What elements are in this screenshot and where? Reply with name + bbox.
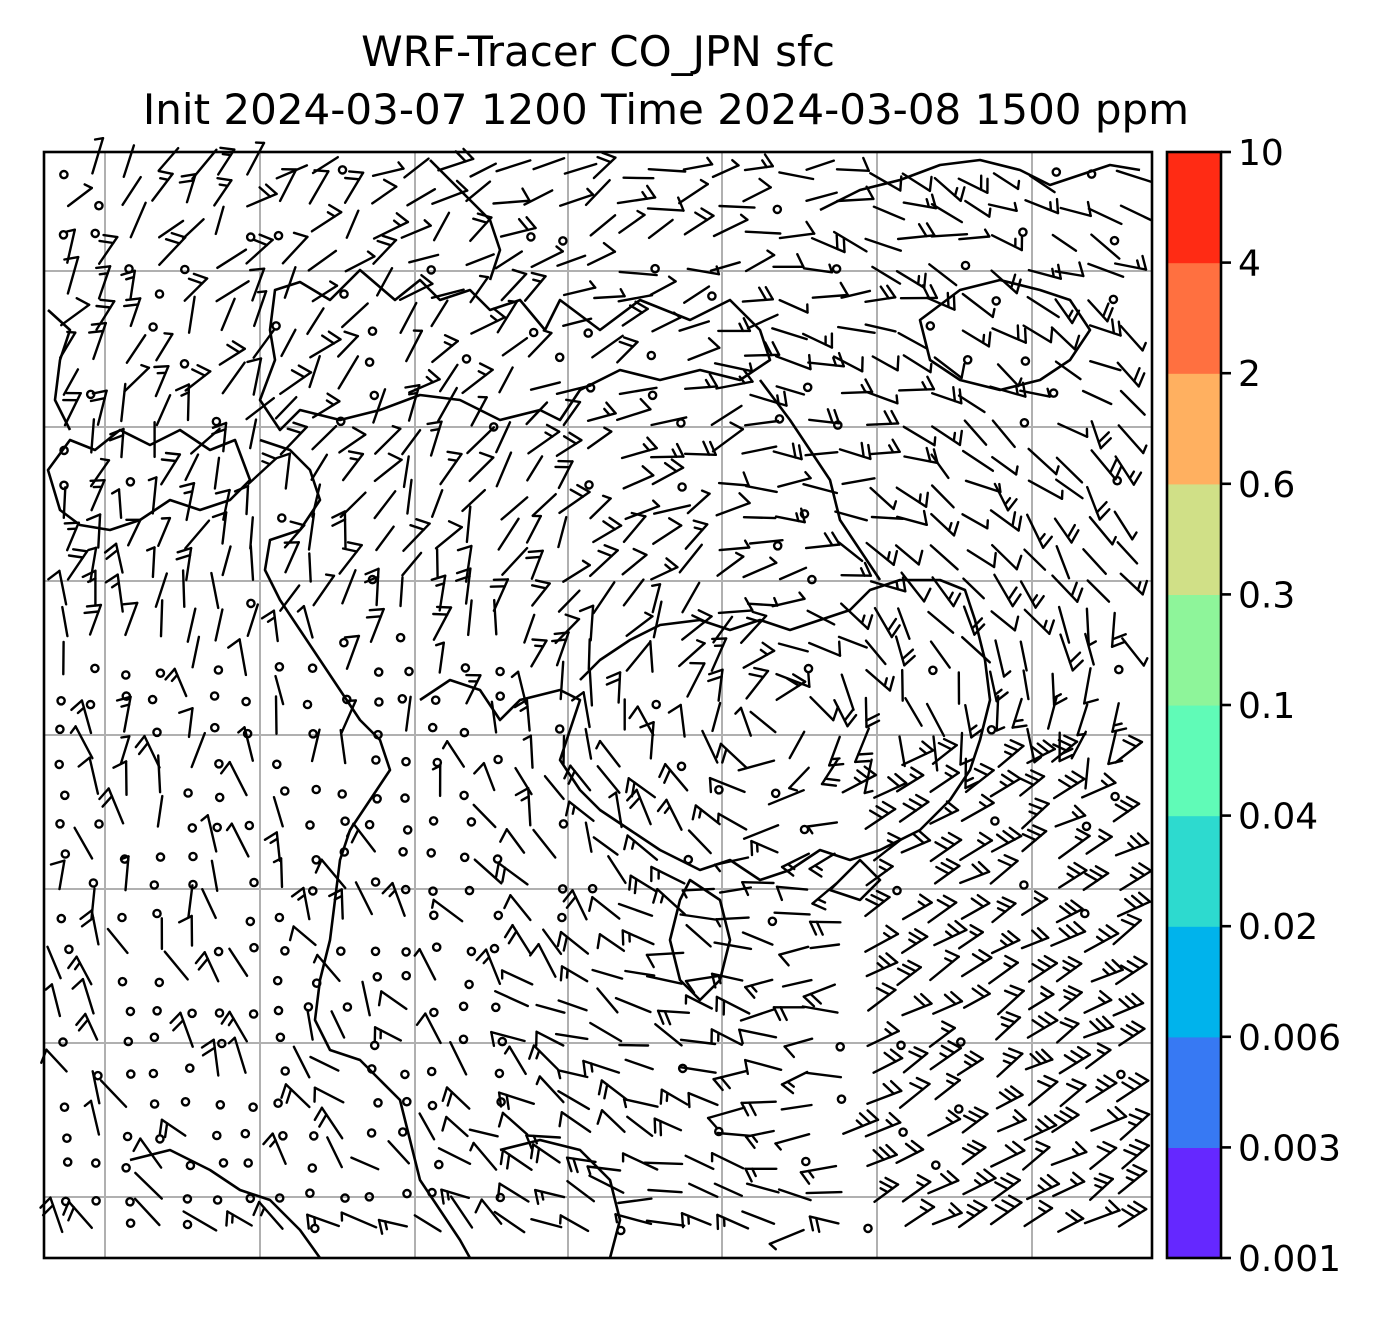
wind-barb (183, 570, 184, 606)
colorbar-tick-label: 0.04 (1238, 797, 1318, 838)
wind-barb (744, 517, 775, 518)
wind-barb (902, 670, 903, 701)
colorbar-segment (1167, 152, 1221, 263)
colorbar-segment (1167, 1037, 1221, 1148)
colorbar-tick-label: 0.001 (1238, 1239, 1341, 1280)
wind-barb (589, 639, 590, 669)
map-panel (41, 138, 1153, 1258)
wind-barb (437, 549, 438, 577)
colorbar-tick-label: 2 (1238, 354, 1261, 395)
plot-title-line1: WRF-Tracer CO_JPN sfc (361, 27, 835, 76)
colorbar-tick-label: 0.3 (1238, 575, 1295, 616)
colorbar-segment (1167, 705, 1221, 816)
colorbar-tick-label: 0.6 (1238, 465, 1295, 506)
wind-barb (276, 696, 277, 733)
colorbar-tick-label: 0.02 (1238, 907, 1318, 948)
wind-barb (64, 487, 66, 518)
wind-barb (645, 1163, 682, 1164)
colorbar: 0.001 0.003 0.006 0.02 0.04 0.1 0.3 0.6 2 4 10 (1167, 133, 1341, 1280)
colorbar-segment (1167, 816, 1221, 927)
wind-barb (720, 206, 755, 208)
colorbar-segment (1167, 926, 1221, 1037)
plot-title-line2: Init 2024-03-07 1200 Time 2024-03-08 150… (143, 85, 1189, 134)
wind-barb (807, 1192, 842, 1193)
colorbar-tick-label: 10 (1238, 133, 1284, 174)
wind-barb (624, 178, 654, 179)
wind-barb (309, 553, 310, 581)
wind-barb (619, 1045, 648, 1046)
colorbar-segment (1167, 373, 1221, 484)
colorbar-tick-label: 4 (1238, 244, 1261, 285)
wind-barb (775, 913, 810, 915)
colorbar-segment (1167, 484, 1221, 595)
wind-barb (161, 600, 162, 636)
colorbar-tick-label: 0.1 (1238, 686, 1295, 727)
colorbar-tick-label: 0.006 (1238, 1018, 1341, 1059)
map-background (44, 152, 1152, 1258)
colorbar-segment (1167, 594, 1221, 705)
wind-barb (564, 736, 565, 764)
colorbar-tick-label: 0.003 (1238, 1128, 1341, 1169)
colorbar-segment (1167, 1147, 1221, 1258)
colorbar-segment (1167, 263, 1221, 374)
